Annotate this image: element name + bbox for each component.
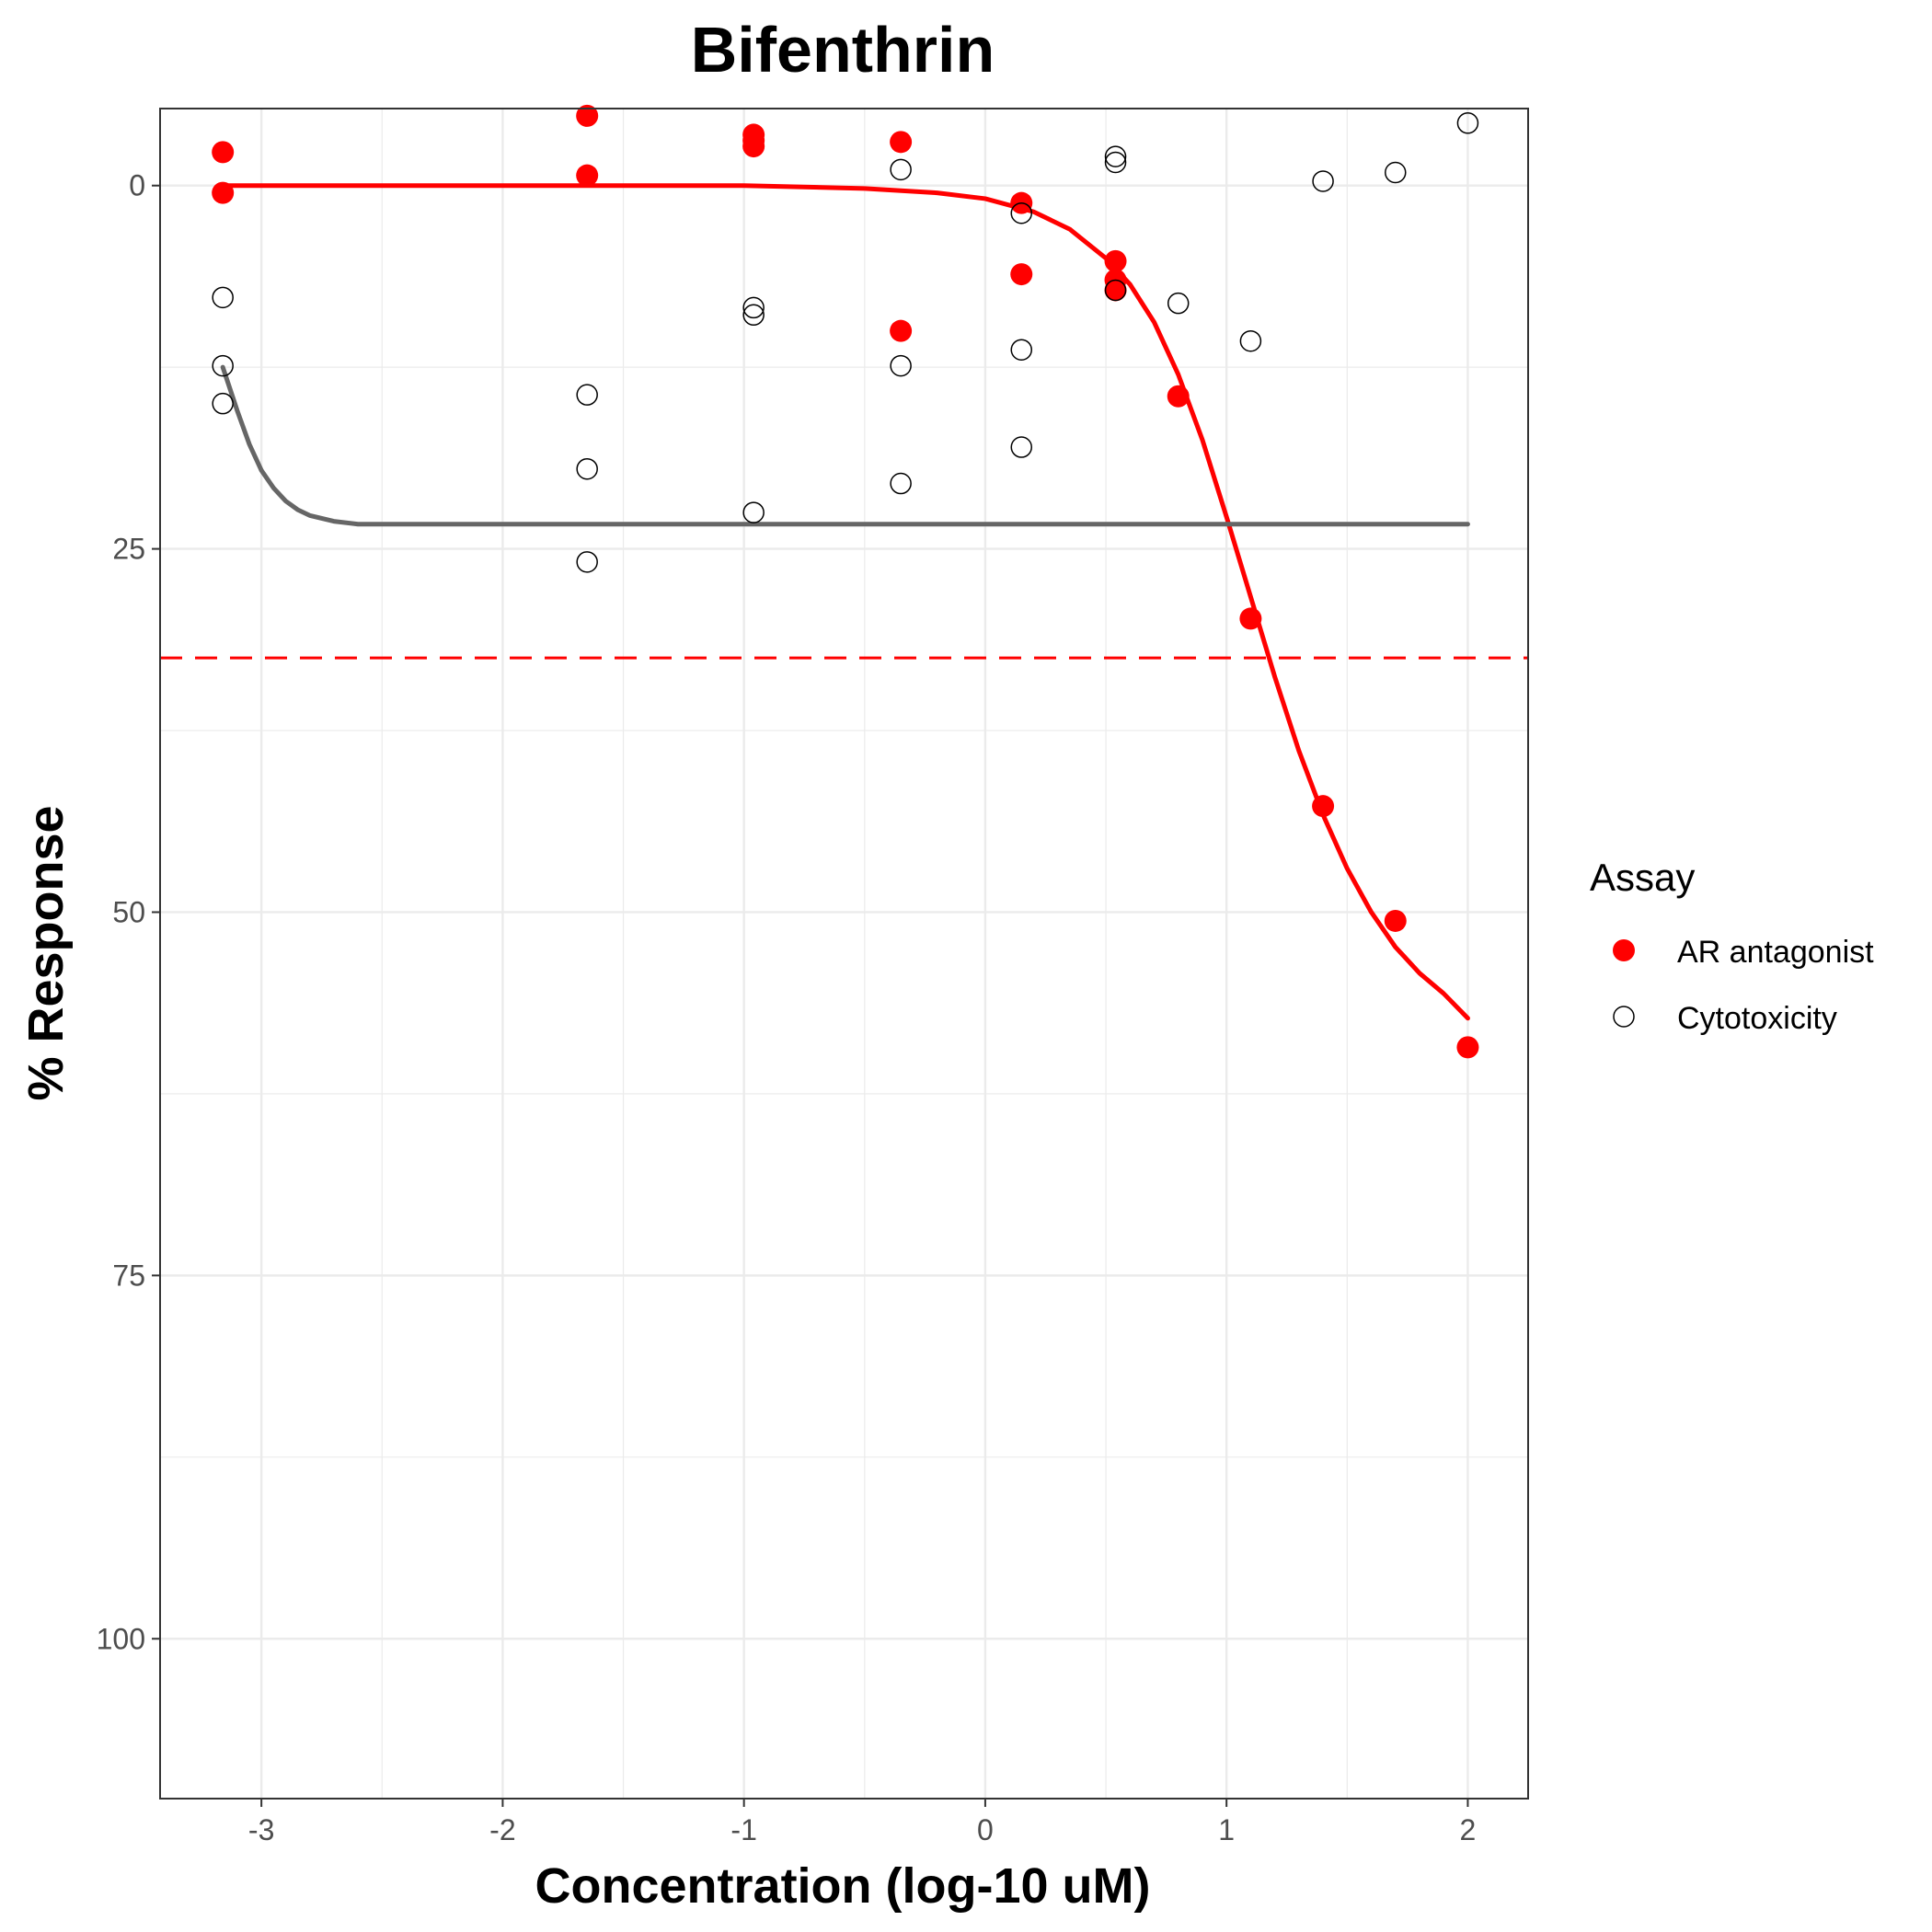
fitted-curves [220, 183, 1470, 1021]
legend-label-ar-antagonist: AR antagonist [1677, 935, 1874, 970]
y-tick-label: 50 [112, 895, 145, 928]
ar-antagonist-point [212, 141, 235, 164]
y-tick-label: 25 [112, 533, 145, 566]
ar-antagonist-point [1456, 1036, 1479, 1059]
y-tick-label: 100 [97, 1622, 145, 1655]
ar-antagonist-point [1312, 795, 1335, 818]
x-tick-label: 1 [1218, 1813, 1235, 1846]
ar-antagonist-point [890, 319, 913, 342]
cytotoxicity-point [1010, 339, 1033, 361]
ar-antagonist-point [1104, 249, 1127, 272]
panel-background [160, 109, 1528, 1799]
ar-antagonist-point [1239, 607, 1262, 630]
cytotoxicity-point [890, 354, 912, 377]
ar-antagonist-point [1167, 385, 1190, 408]
ar-antagonist-point [212, 181, 235, 204]
ar-antagonist-point [890, 131, 913, 154]
y-axis-title: % Response [18, 805, 74, 1100]
cytotoxicity-point [1104, 145, 1127, 167]
ar-antagonist-curve [220, 183, 1470, 1021]
ar-antagonist-point [1384, 909, 1407, 932]
cytotoxicity-point [1104, 151, 1127, 174]
plot-panel [159, 104, 1529, 1800]
cytotoxicity-point [742, 296, 765, 319]
x-tick-label: -2 [489, 1813, 515, 1846]
cytotoxicity-point [576, 551, 598, 573]
cytotoxicity-point [742, 501, 765, 523]
cytotoxicity-point [1456, 112, 1479, 134]
y-tick-label: 0 [129, 169, 145, 202]
grid-minor [160, 109, 1528, 1799]
cytotoxicity-point [1239, 329, 1262, 352]
cytotoxicity-point [1010, 436, 1033, 458]
legend: Assay AR antagonist Cytotoxicity [1590, 856, 1874, 1036]
cytotoxicity-point [890, 472, 912, 495]
legend-key-ar-antagonist [1613, 939, 1635, 961]
cytotoxicity-point [212, 286, 234, 309]
x-axis: -3 -2 -1 0 1 2 [248, 1799, 1476, 1846]
data-points [212, 104, 1479, 1059]
ar-antagonist-point [576, 164, 599, 187]
ar-antagonist-point [742, 135, 765, 158]
ar-antagonist-point [576, 104, 599, 127]
x-tick-label: -1 [730, 1813, 756, 1846]
cytotoxicity-point [212, 354, 234, 377]
cytotoxicity-curve [220, 364, 1470, 527]
x-tick-label: 0 [977, 1813, 994, 1846]
cytotoxicity-point [212, 392, 234, 415]
cytotoxicity-point [742, 304, 765, 327]
x-tick-label: 2 [1460, 1813, 1477, 1846]
ar-antagonist-point [1010, 263, 1033, 286]
y-axis: 0 25 50 75 100 [97, 169, 160, 1655]
cytotoxicity-point [576, 384, 598, 406]
legend-key-cytotoxicity [1613, 1006, 1635, 1028]
cytotoxicity-point [1167, 292, 1190, 315]
y-tick-label: 75 [112, 1259, 145, 1292]
x-tick-label: -3 [248, 1813, 274, 1846]
legend-title: Assay [1590, 856, 1695, 899]
cytotoxicity-point [890, 158, 912, 181]
cytotoxicity-point [576, 457, 598, 480]
cytotoxicity-point [1312, 170, 1334, 192]
legend-label-cytotoxicity: Cytotoxicity [1677, 1001, 1837, 1036]
cytotoxicity-point [1010, 201, 1033, 224]
cytotoxicity-point [1104, 279, 1127, 302]
chart-title: Bifenthrin [691, 14, 995, 86]
ar-antagonist-point [1104, 279, 1127, 302]
panel-border [159, 108, 1529, 1800]
grid-major [160, 109, 1528, 1799]
cytotoxicity-point [1385, 161, 1407, 184]
x-axis-title: Concentration (log-10 uM) [535, 1858, 1151, 1914]
